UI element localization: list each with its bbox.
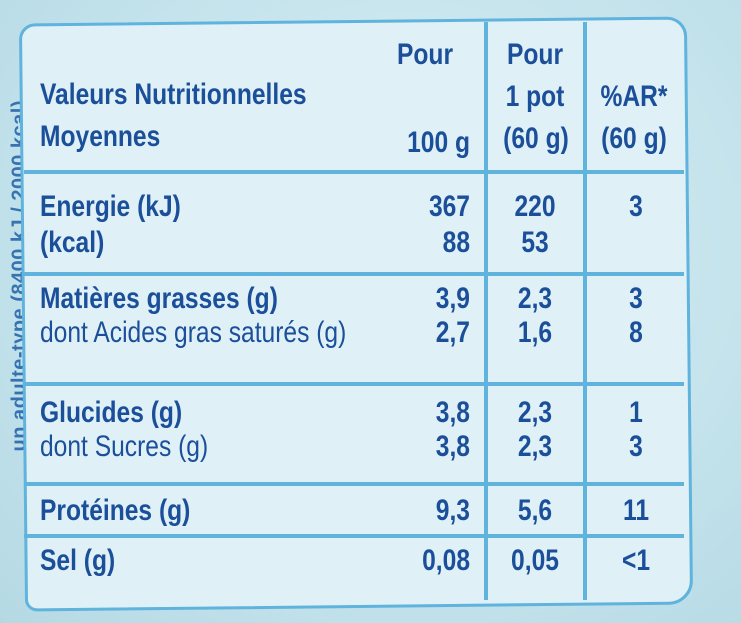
table-title-line2: Moyennes: [40, 120, 161, 153]
col-perpot-header-line3: (60 g): [503, 122, 569, 155]
row-value-ar: 3: [629, 282, 643, 315]
row-value-ar: 3: [629, 430, 643, 463]
row-value-ar: 8: [629, 316, 643, 349]
col-per100-header-line1: Pour: [396, 38, 454, 71]
row-value-per100: 3,8: [435, 430, 470, 463]
row-value-perpot: 1,6: [517, 316, 553, 349]
row-label: Matières grasses (g): [40, 282, 278, 315]
column-divider: [484, 22, 488, 600]
table-title-line1: Valeurs Nutritionnelles: [40, 78, 307, 111]
row-value-perpot: 2,3: [517, 430, 553, 463]
col-perpot-header-line2: 1 pot: [505, 80, 565, 113]
row-value-per100: 3,8: [435, 396, 470, 429]
row-value-per100: 2,7: [435, 316, 470, 349]
row-value-perpot: 220: [514, 190, 556, 223]
row-value-per100: 9,3: [435, 494, 470, 527]
row-divider: [24, 272, 684, 276]
row-value-ar: 3: [629, 190, 643, 223]
row-value-perpot: 0,05: [511, 544, 559, 577]
row-value-ar: 1: [629, 396, 643, 429]
row-value-per100: 88: [442, 226, 470, 259]
row-value-per100: 3,9: [435, 282, 470, 315]
row-label: Protéines (g): [40, 494, 191, 527]
row-value-per100: 0,08: [422, 544, 470, 577]
row-divider: [24, 534, 684, 538]
col-ar-header-line2: (60 g): [601, 122, 667, 155]
row-divider: [24, 482, 684, 486]
col-ar-header-line1: %AR*: [600, 80, 668, 113]
col-per100-header-line2: 100 g: [407, 126, 470, 159]
row-value-perpot: 2,3: [517, 282, 553, 315]
row-label: Sel (g): [40, 544, 116, 577]
row-divider: [24, 382, 684, 386]
row-label: dont Acides gras saturés (g): [40, 316, 347, 349]
row-divider: [24, 170, 684, 174]
row-value-perpot: 5,6: [517, 494, 553, 527]
row-label: Glucides (g): [40, 396, 183, 429]
col-perpot-header-line1: Pour: [506, 38, 564, 71]
row-value-perpot: 53: [521, 226, 549, 259]
row-label: (kcal): [40, 226, 105, 259]
row-value-ar: <1: [621, 544, 651, 577]
row-value-perpot: 2,3: [517, 396, 553, 429]
row-value-ar: 11: [622, 494, 650, 527]
row-label: Energie (kJ): [40, 190, 181, 223]
column-divider: [583, 22, 587, 600]
row-value-per100: 367: [428, 190, 470, 223]
row-label: dont Sucres (g): [40, 430, 209, 463]
